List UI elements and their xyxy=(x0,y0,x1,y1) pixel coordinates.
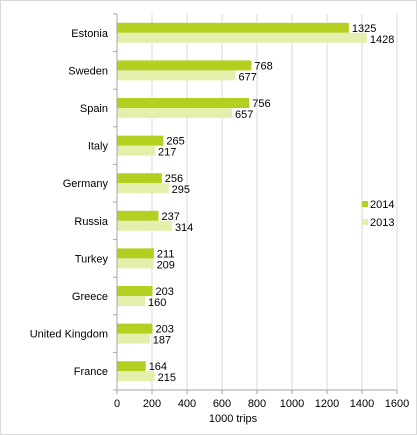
bar-spain-2014 xyxy=(117,98,250,108)
bar-germany-2014 xyxy=(117,173,162,184)
value-label-estonia-2013: 1428 xyxy=(370,34,394,46)
bar-united-kingdom-2014 xyxy=(117,323,153,334)
value-label-france-2014: 164 xyxy=(149,361,167,373)
value-label-turkey-2014: 211 xyxy=(157,248,175,260)
legend-label-2013: 2013 xyxy=(370,217,394,229)
x-tick-label-200: 200 xyxy=(143,398,161,410)
x-tick-label-400: 400 xyxy=(178,398,196,410)
category-label-russia: Russia xyxy=(74,216,109,228)
bar-italy-2013 xyxy=(117,145,155,156)
value-label-turkey-2013: 209 xyxy=(157,259,175,271)
value-label-estonia-2014: 1325 xyxy=(352,23,376,35)
bar-estonia-2013 xyxy=(117,32,367,43)
bar-france-2014 xyxy=(117,361,146,372)
bar-russia-2013 xyxy=(117,220,172,231)
x-tick-label-1600: 1600 xyxy=(385,398,409,410)
category-label-france: France xyxy=(74,366,108,378)
x-tick-label-1200: 1200 xyxy=(315,398,339,410)
x-tick-label-1400: 1400 xyxy=(350,398,374,410)
legend: 2014 2013 xyxy=(362,199,394,229)
x-tick-label-0: 0 xyxy=(114,398,120,410)
value-label-sweden-2014: 768 xyxy=(254,60,272,72)
legend-swatch-2013 xyxy=(362,219,368,225)
legend-swatch-2014 xyxy=(362,201,368,207)
value-label-spain-2013: 657 xyxy=(235,109,253,121)
value-label-greece-2014: 203 xyxy=(156,286,174,298)
value-label-united-kingdom-2013: 187 xyxy=(153,335,171,347)
x-tick-label-1000: 1000 xyxy=(280,398,304,410)
bar-estonia-2014 xyxy=(117,22,349,33)
value-label-sweden-2013: 677 xyxy=(238,71,256,83)
category-label-spain: Spain xyxy=(80,103,108,115)
bar-united-kingdom-2013 xyxy=(117,333,150,344)
bar-turkey-2014 xyxy=(117,248,154,259)
bar-germany-2013 xyxy=(117,183,169,194)
bars xyxy=(117,22,367,382)
bar-sweden-2013 xyxy=(117,70,236,81)
bar-spain-2013 xyxy=(117,108,232,118)
value-label-united-kingdom-2014: 203 xyxy=(156,324,174,336)
x-axis-title: 1000 trips xyxy=(209,413,258,425)
bar-turkey-2013 xyxy=(117,258,154,269)
category-label-united-kingdom: United Kingdom xyxy=(30,329,108,341)
category-label-italy: Italy xyxy=(88,141,109,153)
bar-russia-2014 xyxy=(117,210,159,221)
category-label-turkey: Turkey xyxy=(75,253,109,265)
value-label-spain-2014: 756 xyxy=(252,98,270,110)
value-label-germany-2014: 256 xyxy=(165,173,183,185)
legend-label-2014: 2014 xyxy=(370,199,394,211)
category-label-greece: Greece xyxy=(72,291,108,303)
x-tick-label-800: 800 xyxy=(248,398,266,410)
value-label-russia-2014: 237 xyxy=(161,211,179,223)
labels: 0 200 400 600 800 1000 1200 1400 1600 Estonia 1325… xyxy=(30,23,410,410)
value-label-russia-2013: 314 xyxy=(175,222,193,234)
value-label-italy-2014: 265 xyxy=(166,136,184,148)
bar-sweden-2014 xyxy=(117,60,252,71)
category-label-estonia: Estonia xyxy=(71,28,109,40)
value-label-greece-2013: 160 xyxy=(148,297,166,309)
bar-italy-2014 xyxy=(117,135,164,146)
x-tick-label-600: 600 xyxy=(213,398,231,410)
value-label-france-2013: 215 xyxy=(158,372,176,384)
value-label-italy-2013: 217 xyxy=(158,147,176,159)
axes xyxy=(113,13,398,394)
bar-france-2013 xyxy=(117,371,155,382)
value-label-germany-2013: 295 xyxy=(172,184,190,196)
bar-greece-2013 xyxy=(117,296,145,306)
category-label-germany: Germany xyxy=(63,178,109,190)
bar-greece-2014 xyxy=(117,286,153,296)
category-label-sweden: Sweden xyxy=(68,65,108,77)
